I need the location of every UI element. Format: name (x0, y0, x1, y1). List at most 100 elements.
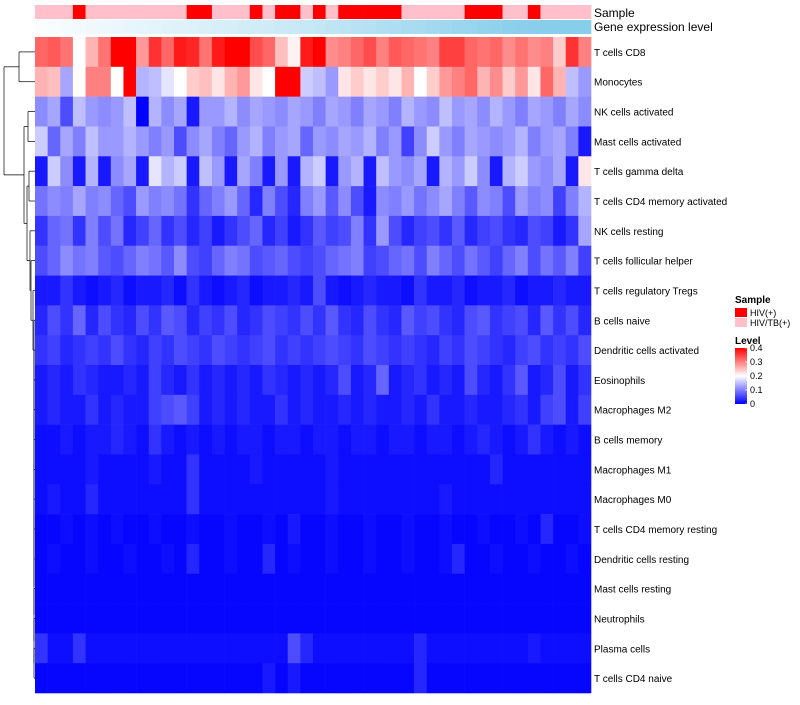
heatmap-cell (553, 335, 567, 366)
heatmap-cell (98, 215, 112, 247)
heatmap-cell (174, 186, 187, 217)
heatmap-cell (148, 37, 162, 68)
heatmap-cell (464, 96, 478, 127)
heatmap-cell (110, 365, 124, 396)
heatmap-cell (540, 96, 554, 127)
heatmap-cell (174, 454, 187, 485)
heatmap-cell (199, 394, 213, 425)
heatmap-cell (489, 37, 503, 68)
heatmap-cell (199, 66, 213, 97)
heatmap-cell (338, 275, 352, 306)
heatmap-cell (249, 275, 263, 306)
heatmap-cell (148, 186, 162, 217)
heatmap-cell (262, 96, 276, 127)
heatmap-cell (350, 543, 364, 575)
heatmap-cell (502, 663, 516, 694)
heatmap-cell (35, 633, 48, 664)
heatmap-cell (211, 245, 225, 276)
heatmap-cell (363, 424, 377, 455)
heatmap-cell (123, 394, 137, 425)
heatmap-cell (527, 543, 541, 575)
heatmap-cell (452, 543, 465, 575)
heatmap-cell (401, 514, 415, 545)
heatmap-cell (388, 484, 402, 515)
heatmap-cell (224, 454, 238, 485)
heatmap-cell (578, 275, 592, 306)
heatmap-cell (426, 126, 440, 157)
heatmap-cell (136, 603, 150, 634)
heatmap-cell (363, 633, 377, 664)
heatmap-cell (553, 245, 567, 276)
heatmap-cell (123, 663, 137, 694)
heatmap-cell (414, 365, 428, 396)
heatmap-cell (477, 603, 491, 634)
heatmap-cell (123, 275, 137, 306)
heatmap-cell (414, 484, 428, 515)
heatmap-cell (98, 603, 112, 634)
heatmap-cell (414, 603, 428, 634)
heatmap-cell (60, 335, 74, 366)
heatmap-cell (300, 424, 314, 455)
heatmap-cell (452, 126, 465, 157)
heatmap-cell (527, 663, 541, 694)
heatmap-cell (72, 633, 86, 664)
heatmap-cell (186, 275, 200, 306)
heatmap-cell (578, 633, 592, 664)
heatmap-cell (515, 424, 529, 455)
row-label: B cells memory (594, 436, 662, 447)
expression-track-cell (578, 20, 592, 34)
heatmap-cell (464, 156, 478, 187)
heatmap-cell (313, 454, 326, 485)
sample-track-cell (477, 5, 491, 19)
heatmap-cell (489, 156, 503, 187)
heatmap-cell (414, 454, 428, 485)
heatmap-cell (338, 484, 352, 515)
heatmap-cell (110, 424, 124, 455)
heatmap-cell (426, 633, 440, 664)
heatmap-cell (578, 156, 592, 187)
heatmap-cell (363, 96, 377, 127)
heatmap-cell (489, 126, 503, 157)
heatmap-cell (287, 365, 301, 396)
heatmap-cell (161, 573, 175, 604)
heatmap-cell (439, 96, 453, 127)
expression-track-cell (123, 20, 137, 34)
heatmap-cell (249, 186, 263, 217)
heatmap-cell (161, 454, 175, 485)
heatmap-cell (338, 156, 352, 187)
heatmap-cell (401, 543, 415, 575)
sample-track-cell (237, 5, 251, 19)
heatmap-cell (161, 633, 175, 664)
heatmap-cell (414, 573, 428, 604)
heatmap-cell (363, 335, 377, 366)
heatmap-cell (98, 126, 112, 157)
heatmap-cell (161, 126, 175, 157)
heatmap-cell (249, 96, 263, 127)
heatmap-cell (47, 514, 61, 545)
heatmap-cell (287, 514, 301, 545)
row-label: T cells CD8 (594, 48, 646, 59)
heatmap-cell (578, 663, 592, 694)
heatmap-cell (325, 66, 339, 97)
heatmap-cell (60, 573, 74, 604)
heatmap-cell (515, 335, 529, 366)
heatmap-cell (565, 186, 579, 217)
heatmap-cell (85, 573, 99, 604)
heatmap-cell (275, 335, 289, 366)
heatmap-cell (515, 663, 529, 694)
heatmap-cell (72, 603, 86, 634)
heatmap-cell (338, 663, 352, 694)
heatmap-cell (47, 245, 61, 276)
heatmap-cell (110, 633, 124, 664)
heatmap-cell (98, 156, 112, 187)
heatmap-cell (578, 215, 592, 247)
heatmap-cell (489, 96, 503, 127)
heatmap-cell (313, 215, 326, 247)
heatmap-cell (464, 514, 478, 545)
heatmap-cell (414, 424, 428, 455)
heatmap-cell (249, 335, 263, 366)
heatmap-cell (110, 186, 124, 217)
heatmap-cell (47, 603, 61, 634)
heatmap-cell (527, 365, 541, 396)
heatmap-cell (211, 514, 225, 545)
